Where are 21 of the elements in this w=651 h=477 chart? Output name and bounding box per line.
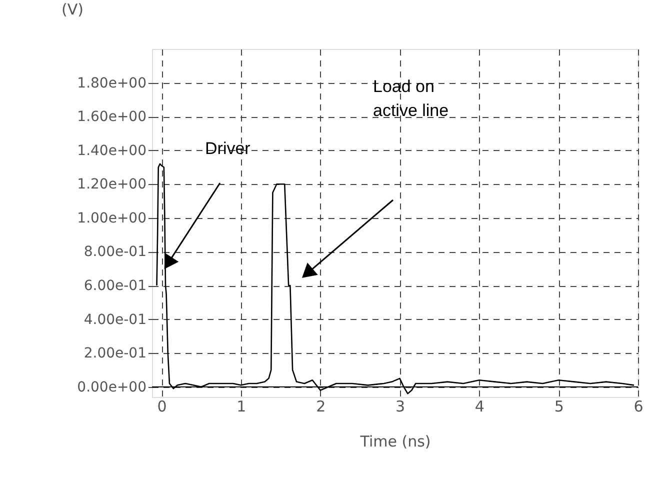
x-tick-label: 5: [554, 398, 564, 416]
x-axis-title: Time (ns): [359, 432, 431, 450]
y-tick-label: 6.00e-01: [84, 278, 146, 294]
annotation: Driver: [205, 139, 251, 158]
x-tick-label: 1: [236, 398, 246, 416]
y-tick-label: 4.00e-01: [84, 312, 146, 328]
y-tick-label: 1.60e+00: [77, 109, 146, 126]
y-tick-label: 1.00e+00: [77, 210, 146, 226]
y-tick-label: 1.80e+00: [77, 75, 146, 92]
x-tick-label: 0: [157, 398, 167, 416]
x-tick-label: 6: [634, 398, 644, 416]
y-tick-label: 1.40e+00: [77, 142, 146, 159]
y-tick-label: 8.00e-01: [84, 244, 146, 260]
y-tick-label: 1.20e+00: [77, 176, 146, 193]
x-tick-label: 2: [316, 398, 326, 416]
x-tick-label: 4: [474, 398, 484, 416]
x-tick-label: 3: [395, 398, 406, 416]
y-tick-label: 2.00e-01: [84, 346, 146, 362]
y-tick-label: 0.00e+00: [77, 379, 146, 396]
y-axis-title: (V): [62, 0, 84, 18]
line-series: [156, 163, 635, 394]
